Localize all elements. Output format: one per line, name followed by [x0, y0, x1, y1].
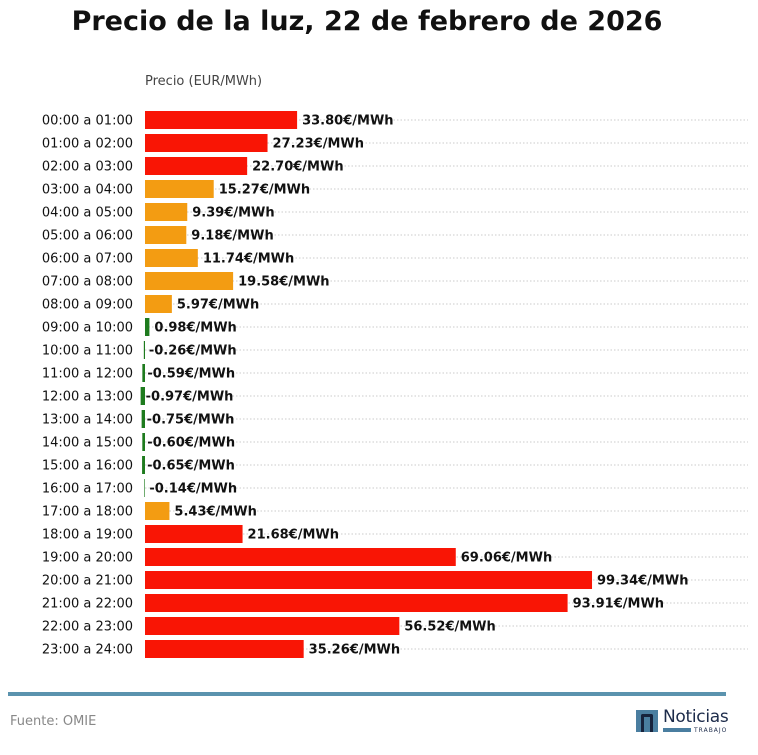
bar	[145, 640, 304, 658]
bar	[145, 295, 172, 313]
bar	[145, 226, 187, 244]
category-label: 22:00 a 23:00	[42, 620, 133, 635]
bar	[145, 157, 248, 175]
data-label: -0.59€/MWh	[147, 367, 235, 382]
bar-chart: 00:00 a 01:00 33.80€/MWh 01:00 a 02:00 27.2…	[42, 111, 748, 658]
source-text: Fuente: OMIE	[10, 714, 97, 729]
bar	[142, 433, 145, 451]
category-label: 21:00 a 22:00	[42, 597, 133, 612]
data-label: 22.70€/MWh	[252, 160, 343, 175]
data-label: 33.80€/MWh	[302, 114, 393, 129]
category-label: 11:00 a 12:00	[42, 367, 133, 382]
logo-bar	[663, 728, 691, 732]
data-label: 56.52€/MWh	[404, 620, 495, 635]
category-label: 14:00 a 15:00	[42, 436, 133, 451]
category-label: 13:00 a 14:00	[42, 413, 133, 428]
bar	[145, 525, 243, 543]
data-label: 11.74€/MWh	[203, 252, 294, 267]
chart-title: Precio de la luz, 22 de febrero de 2026	[71, 6, 663, 37]
bar	[145, 203, 188, 221]
data-label: -0.60€/MWh	[147, 436, 235, 451]
bar	[145, 272, 234, 290]
category-label: 06:00 a 07:00	[42, 252, 133, 267]
bar	[145, 134, 268, 152]
category-label: 16:00 a 17:00	[42, 482, 133, 497]
data-label: -0.97€/MWh	[146, 390, 234, 405]
data-label: -0.65€/MWh	[147, 459, 235, 474]
category-label: 12:00 a 13:00	[42, 390, 133, 405]
category-label: 09:00 a 10:00	[42, 321, 133, 336]
category-label: 05:00 a 06:00	[42, 229, 133, 244]
data-label: 19.58€/MWh	[238, 275, 329, 290]
bar	[145, 548, 456, 566]
bar	[145, 571, 593, 589]
logo-sub: TRABAJO	[694, 727, 728, 734]
logo-brand: Noticias	[663, 707, 729, 727]
category-label: 17:00 a 18:00	[42, 505, 133, 520]
category-label: 20:00 a 21:00	[42, 574, 133, 589]
bar	[145, 318, 150, 336]
category-label: 23:00 a 24:00	[42, 643, 133, 658]
axis-label: Precio (EUR/MWh)	[145, 74, 263, 89]
data-label: 9.18€/MWh	[191, 229, 273, 244]
category-label: 15:00 a 16:00	[42, 459, 133, 474]
bar	[140, 387, 145, 405]
data-label: 93.91€/MWh	[573, 597, 664, 612]
bar	[145, 617, 400, 635]
data-label: -0.14€/MWh	[149, 482, 237, 497]
data-label: 15.27€/MWh	[219, 183, 310, 198]
category-label: 01:00 a 02:00	[42, 137, 133, 152]
data-label: -0.26€/MWh	[149, 344, 237, 359]
category-label: 04:00 a 05:00	[42, 206, 133, 221]
bar	[143, 341, 145, 359]
category-label: 18:00 a 19:00	[42, 528, 133, 543]
bar	[144, 479, 145, 497]
bar	[145, 594, 568, 612]
bar	[141, 410, 145, 428]
category-label: 08:00 a 09:00	[42, 298, 133, 313]
category-label: 19:00 a 20:00	[42, 551, 133, 566]
noticias-trabajo-logo: Noticias TRABAJO	[636, 707, 729, 735]
data-label: 9.39€/MWh	[192, 206, 274, 221]
bar	[145, 111, 298, 129]
bar	[145, 249, 198, 267]
data-label: 99.34€/MWh	[597, 574, 688, 589]
category-label: 02:00 a 03:00	[42, 160, 133, 175]
data-label: 5.97€/MWh	[177, 298, 259, 313]
data-label: 21.68€/MWh	[248, 528, 339, 543]
bar	[142, 364, 145, 382]
bar	[142, 456, 145, 474]
data-label: 0.98€/MWh	[154, 321, 236, 336]
data-label: -0.75€/MWh	[147, 413, 235, 428]
category-label: 00:00 a 01:00	[42, 114, 133, 129]
category-label: 10:00 a 11:00	[42, 344, 133, 359]
logo-icon	[636, 710, 658, 732]
category-label: 07:00 a 08:00	[42, 275, 133, 290]
data-label: 27.23€/MWh	[273, 137, 364, 152]
bar	[145, 180, 214, 198]
data-label: 69.06€/MWh	[461, 551, 552, 566]
data-label: 5.43€/MWh	[174, 505, 256, 520]
bar	[145, 502, 170, 520]
data-label: 35.26€/MWh	[309, 643, 400, 658]
footer-divider	[8, 692, 726, 696]
category-label: 03:00 a 04:00	[42, 183, 133, 198]
